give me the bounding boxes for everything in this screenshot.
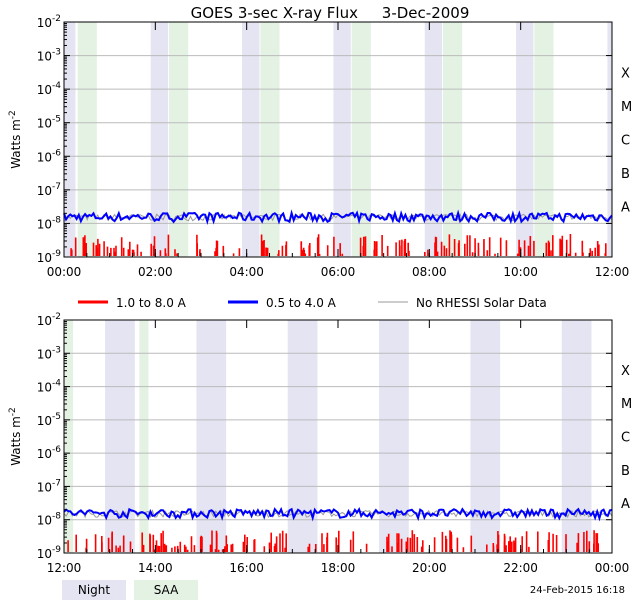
saa-legend-box [134, 580, 198, 600]
night-band [379, 320, 409, 553]
legend-short-label: 0.5 to 4.0 A [266, 296, 337, 310]
night-legend-label: Night [78, 583, 111, 597]
saa-band [260, 22, 280, 257]
saa-band [77, 22, 97, 257]
night-band [242, 22, 260, 257]
x-tick-label: 18:00 [321, 561, 356, 575]
flare-class-label: C [621, 134, 630, 149]
y-tick-label: 10-7 [37, 182, 61, 198]
x-tick-label: 00:00 [595, 561, 630, 575]
saa-band [351, 22, 371, 257]
chart-panel-bottom: 10-9 10-8 10-7 10-6 10-5 10-4 10-3 10-2 A B C M X 12:… [8, 312, 632, 575]
y-tick-label: 10-9 [37, 545, 62, 561]
y-tick-label: 10-4 [37, 379, 62, 395]
x-tick-label: 12:00 [47, 561, 82, 575]
flare-class-label: A [621, 201, 630, 216]
night-band [561, 320, 592, 553]
legend-norhessi-label: No RHESSI Solar Data [416, 296, 547, 310]
night-legend-box [62, 580, 126, 600]
series-legend: 1.0 to 8.0 A 0.5 to 4.0 A No RHESSI Sola… [78, 296, 547, 310]
series-short-line [63, 209, 613, 226]
night-band [333, 22, 351, 257]
x-tick-label: 04:00 [229, 265, 264, 279]
shading-legend: Night SAA [62, 580, 198, 600]
x-tick-label: 16:00 [229, 561, 264, 575]
y-tick-label: 10-5 [37, 412, 61, 428]
flare-class-label: X [621, 364, 630, 379]
x-tick-label: 06:00 [321, 265, 356, 279]
saa-band [64, 320, 74, 553]
series-short-line [63, 506, 613, 522]
y-tick-label: 10-7 [37, 478, 61, 494]
chart-panel-top: 10-9 10-8 10-7 10-6 10-5 10-4 10-3 10-2 A B C M X 00:… [8, 14, 632, 279]
x-tick-label: 22:00 [503, 561, 538, 575]
chart-title: GOES 3-sec X-ray Flux 3-Dec-2009 [191, 4, 470, 22]
night-band [607, 22, 612, 257]
chart-panels: 10-9 10-8 10-7 10-6 10-5 10-4 10-3 10-2 A B C M X 00:… [8, 14, 632, 575]
y-tick-label: 10-3 [37, 345, 61, 361]
y-tick-label: 10-2 [37, 312, 61, 328]
y-axis-title: Watts m-2 [8, 407, 23, 466]
saa-band [443, 22, 463, 257]
y-axis-title: Watts m-2 [8, 110, 23, 169]
flare-class-label: B [621, 167, 630, 182]
x-tick-label: 12:00 [595, 265, 630, 279]
saa-band [169, 22, 189, 257]
x-tick-label: 08:00 [412, 265, 447, 279]
y-tick-label: 10-2 [37, 14, 61, 30]
flare-class-label: A [621, 497, 630, 512]
saa-band [534, 22, 554, 257]
x-tick-label: 20:00 [412, 561, 447, 575]
night-band [424, 22, 443, 257]
y-tick-label: 10-5 [37, 115, 61, 131]
flare-class-label: B [621, 464, 630, 479]
legend-long-label: 1.0 to 8.0 A [116, 296, 187, 310]
flare-class-label: C [621, 431, 630, 446]
footer-date: 24-Feb-2015 16:18 [530, 585, 625, 596]
y-tick-label: 10-6 [37, 445, 62, 461]
flare-class-label: M [621, 397, 632, 412]
night-band [516, 22, 534, 257]
night-band [64, 22, 76, 257]
saa-legend-label: SAA [154, 583, 179, 597]
series-long-line [67, 530, 599, 552]
y-tick-label: 10-3 [37, 48, 61, 64]
x-tick-label: 00:00 [47, 265, 82, 279]
night-band [105, 320, 135, 553]
flare-class-label: M [621, 100, 632, 115]
y-tick-label: 10-9 [37, 249, 62, 265]
y-tick-label: 10-6 [37, 148, 62, 164]
night-band [150, 22, 169, 257]
y-tick-label: 10-8 [37, 215, 62, 231]
series-long-line [70, 234, 607, 256]
y-tick-label: 10-8 [37, 512, 62, 528]
x-tick-label: 14:00 [138, 561, 173, 575]
flare-class-label: X [621, 66, 630, 81]
saa-band [139, 320, 149, 553]
y-tick-label: 10-4 [37, 81, 62, 97]
x-tick-label: 10:00 [503, 265, 538, 279]
x-tick-label: 02:00 [138, 265, 173, 279]
